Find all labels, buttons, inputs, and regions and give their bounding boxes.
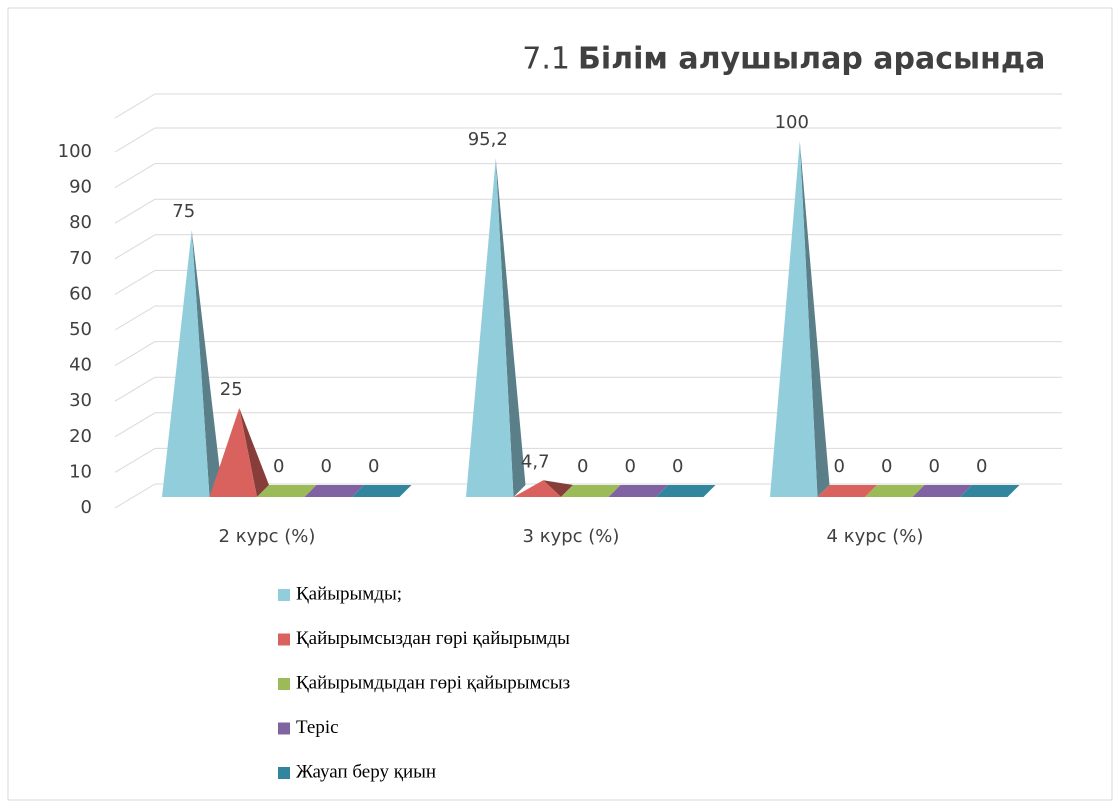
y-tick-label: 0 — [81, 497, 92, 518]
data-label: 0 — [321, 456, 332, 477]
data-label: 0 — [834, 456, 845, 477]
legend-label: Теріс — [296, 717, 339, 738]
pyramid-face — [257, 485, 317, 497]
y-tick-label: 20 — [69, 426, 92, 447]
pyramid-face — [865, 485, 925, 497]
pyramid — [817, 485, 877, 497]
pyramid-face — [960, 485, 1020, 497]
legend-swatch — [278, 767, 290, 779]
pyramid-face — [656, 485, 716, 497]
legend-label: Жауап беру қиын — [296, 761, 436, 782]
pyramid — [304, 485, 364, 497]
pyramid-face — [912, 485, 972, 497]
x-tick-label: 3 курс (%) — [523, 526, 620, 547]
legend-swatch — [278, 678, 290, 690]
grid-line-side — [114, 341, 156, 367]
grid-line-side — [114, 234, 156, 260]
y-tick-label: 100 — [58, 141, 92, 162]
pyramid — [352, 485, 412, 497]
data-label: 75 — [172, 201, 195, 222]
x-tick-label: 2 курс (%) — [219, 526, 316, 547]
pyramid — [561, 485, 621, 497]
grid-line-side — [114, 376, 156, 402]
data-label: 0 — [929, 456, 940, 477]
legend-label: Қайырымдыдан гөрі қайырымсыз — [296, 672, 570, 693]
legend-label: Қайырымды; — [296, 583, 402, 604]
y-tick-label: 60 — [69, 283, 92, 304]
grid-line-side — [114, 305, 156, 331]
data-label: 0 — [368, 456, 379, 477]
grid-line-side — [114, 198, 156, 224]
y-tick-label: 70 — [69, 248, 92, 269]
pyramid-face — [162, 230, 210, 497]
legend-swatch — [278, 633, 290, 646]
chart-title-number: 7.1 — [522, 42, 570, 77]
pyramid-face — [608, 485, 668, 497]
pyramid — [770, 141, 830, 497]
pyramid-face — [817, 485, 877, 497]
y-tick-label: 50 — [69, 319, 92, 340]
pyramid-face — [466, 158, 514, 497]
legend-swatch — [278, 722, 290, 735]
pyramid-face — [352, 485, 412, 497]
grid-line-side — [114, 412, 156, 438]
pyramid-face — [304, 485, 364, 497]
data-label: 0 — [273, 456, 284, 477]
grid-line-side — [114, 483, 156, 509]
data-label: 95,2 — [468, 129, 508, 150]
pyramid-face — [543, 480, 573, 497]
grid-line-side — [114, 269, 156, 295]
pyramid — [865, 485, 925, 497]
pyramid-face — [513, 480, 561, 497]
pyramid — [257, 485, 317, 497]
data-label: 4,7 — [521, 451, 550, 472]
pyramid-face — [209, 408, 257, 497]
data-label: 0 — [672, 456, 683, 477]
data-label: 0 — [577, 456, 588, 477]
pyramid-face — [191, 230, 222, 497]
grid-line-side — [114, 163, 156, 189]
pyramid — [656, 485, 716, 497]
pyramid — [960, 485, 1020, 497]
legend-label: Қайырымсыздан гөрі қайырымды — [296, 628, 570, 649]
pyramid-face — [799, 141, 830, 497]
pyramid — [162, 230, 222, 497]
y-tick-label: 30 — [69, 390, 92, 411]
data-label: 0 — [881, 456, 892, 477]
y-tick-label: 90 — [69, 177, 92, 198]
data-label: 100 — [775, 112, 809, 133]
legend-swatch — [278, 589, 290, 601]
grid-line-top — [114, 93, 156, 119]
pyramid — [912, 485, 972, 497]
y-tick-label: 10 — [69, 461, 92, 482]
pyramid — [513, 480, 573, 497]
pyramid-face — [495, 158, 526, 497]
data-label: 0 — [625, 456, 636, 477]
x-tick-label: 4 курс (%) — [827, 526, 924, 547]
data-label: 0 — [976, 456, 987, 477]
y-tick-label: 40 — [69, 355, 92, 376]
pyramid — [209, 408, 269, 497]
data-label: 25 — [220, 379, 243, 400]
pyramid-face — [561, 485, 621, 497]
pyramid-face — [239, 408, 269, 497]
chart-title: Білім алушылар арасында — [578, 42, 1045, 77]
pyramid-face — [770, 141, 818, 497]
pyramid — [608, 485, 668, 497]
pyramid — [466, 158, 526, 497]
grid-line-side — [114, 447, 156, 473]
y-tick-label: 80 — [69, 212, 92, 233]
grid-line-side — [114, 127, 156, 153]
